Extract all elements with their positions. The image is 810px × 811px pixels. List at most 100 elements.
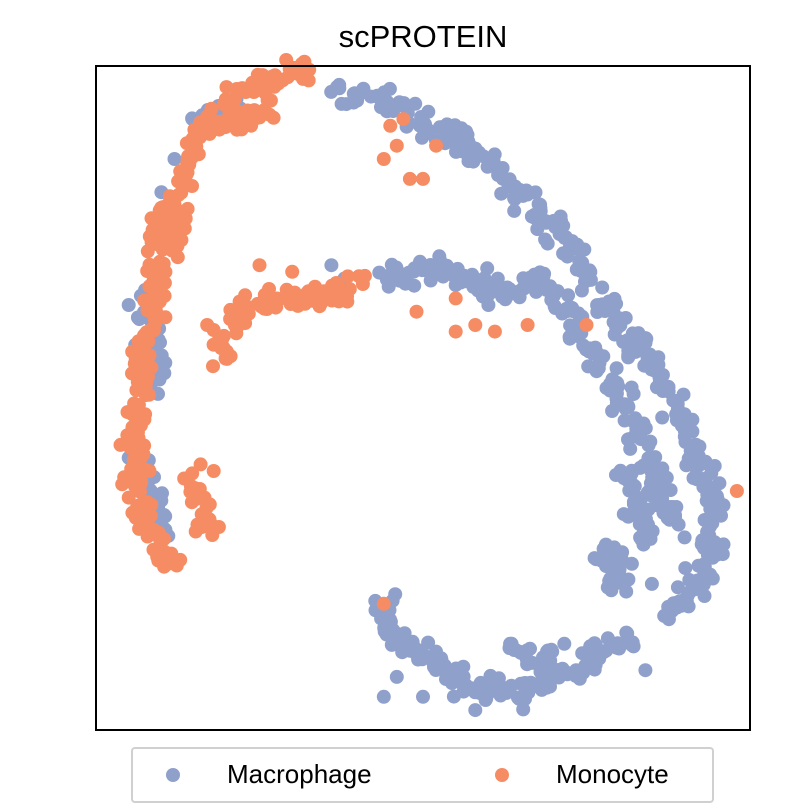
point-macrophage	[647, 460, 662, 475]
point-monocyte	[252, 258, 267, 273]
point-monocyte	[240, 115, 255, 130]
point-macrophage	[447, 118, 462, 133]
point-monocyte	[185, 179, 199, 193]
point-monocyte	[264, 75, 279, 90]
point-macrophage	[657, 608, 672, 623]
point-monocyte	[190, 491, 205, 506]
chart-title: scPROTEIN	[339, 19, 508, 54]
point-macrophage	[324, 258, 339, 273]
point-monocyte	[396, 112, 411, 127]
point-monocyte	[182, 157, 196, 172]
point-macrophage	[538, 232, 553, 247]
point-macrophage	[530, 222, 545, 237]
point-macrophage	[707, 480, 722, 495]
point-macrophage	[452, 131, 467, 146]
point-monocyte	[285, 264, 300, 279]
point-macrophage	[370, 89, 385, 104]
point-macrophage	[570, 237, 585, 252]
point-macrophage	[560, 667, 575, 682]
point-macrophage	[481, 298, 496, 312]
point-macrophage	[602, 294, 616, 309]
point-monocyte	[142, 387, 156, 402]
point-monocyte	[187, 122, 202, 137]
point-macrophage	[527, 210, 542, 225]
point-monocyte	[137, 328, 151, 343]
point-macrophage	[459, 678, 473, 693]
point-monocyte	[376, 596, 391, 611]
point-monocyte	[376, 152, 391, 166]
point-monocyte	[468, 318, 483, 332]
point-monocyte	[340, 269, 355, 284]
point-macrophage	[626, 497, 641, 511]
point-macrophage	[617, 413, 632, 428]
point-monocyte	[301, 290, 316, 305]
point-monocyte	[250, 296, 265, 311]
point-macrophage	[617, 397, 632, 412]
point-monocyte	[487, 324, 502, 339]
point-monocyte	[448, 291, 463, 306]
point-macrophage	[561, 288, 576, 303]
point-macrophage	[670, 580, 685, 595]
point-monocyte	[136, 519, 151, 534]
point-monocyte	[194, 520, 209, 535]
point-monocyte	[156, 256, 171, 271]
point-macrophage	[516, 702, 531, 717]
legend-label-monocyte: Monocyte	[556, 759, 669, 789]
point-macrophage	[346, 95, 361, 110]
point-macrophage	[488, 276, 503, 291]
point-monocyte	[206, 464, 221, 478]
point-monocyte	[133, 484, 147, 499]
point-macrophage	[583, 272, 598, 287]
point-monocyte	[286, 60, 301, 75]
point-macrophage	[618, 469, 633, 484]
point-macrophage	[715, 547, 730, 562]
point-macrophage	[389, 669, 404, 684]
point-macrophage	[157, 366, 172, 381]
point-macrophage	[548, 301, 563, 315]
point-macrophage	[596, 645, 611, 659]
point-macrophage	[606, 568, 621, 583]
legend-label-macrophage: Macrophage	[227, 759, 372, 789]
point-macrophage	[606, 315, 621, 330]
point-monocyte	[200, 318, 215, 332]
point-macrophage	[478, 678, 493, 693]
point-macrophage	[385, 272, 400, 286]
point-macrophage	[408, 96, 423, 111]
point-monocyte	[383, 118, 398, 133]
point-macrophage	[477, 271, 492, 286]
point-macrophage	[626, 387, 641, 401]
point-macrophage	[402, 643, 417, 658]
point-monocyte	[147, 312, 162, 327]
point-monocyte	[169, 213, 184, 228]
point-monocyte	[115, 477, 130, 492]
legend-marker-macrophage	[166, 768, 180, 782]
point-macrophage	[494, 186, 509, 201]
point-monocyte	[170, 239, 185, 253]
point-macrophage	[652, 480, 667, 495]
point-monocyte	[416, 171, 430, 186]
point-macrophage	[416, 689, 430, 704]
point-macrophage	[477, 284, 492, 299]
point-macrophage	[392, 95, 407, 110]
point-macrophage	[498, 292, 513, 307]
point-macrophage	[414, 110, 429, 124]
point-macrophage	[487, 147, 502, 162]
point-monocyte	[340, 294, 355, 309]
point-monocyte	[123, 440, 138, 455]
point-monocyte	[296, 71, 310, 86]
point-macrophage	[690, 580, 705, 595]
point-macrophage	[531, 197, 546, 212]
point-monocyte	[134, 443, 149, 458]
point-monocyte	[520, 318, 535, 332]
point-macrophage	[641, 438, 656, 453]
legend-box	[131, 747, 714, 803]
point-macrophage	[388, 587, 403, 602]
point-monocyte	[448, 324, 463, 339]
legend-marker-monocyte	[495, 768, 509, 782]
point-monocyte	[270, 291, 284, 306]
point-macrophage	[557, 636, 572, 651]
point-monocyte	[219, 80, 234, 95]
point-macrophage	[479, 691, 494, 706]
point-monocyte	[134, 345, 149, 360]
